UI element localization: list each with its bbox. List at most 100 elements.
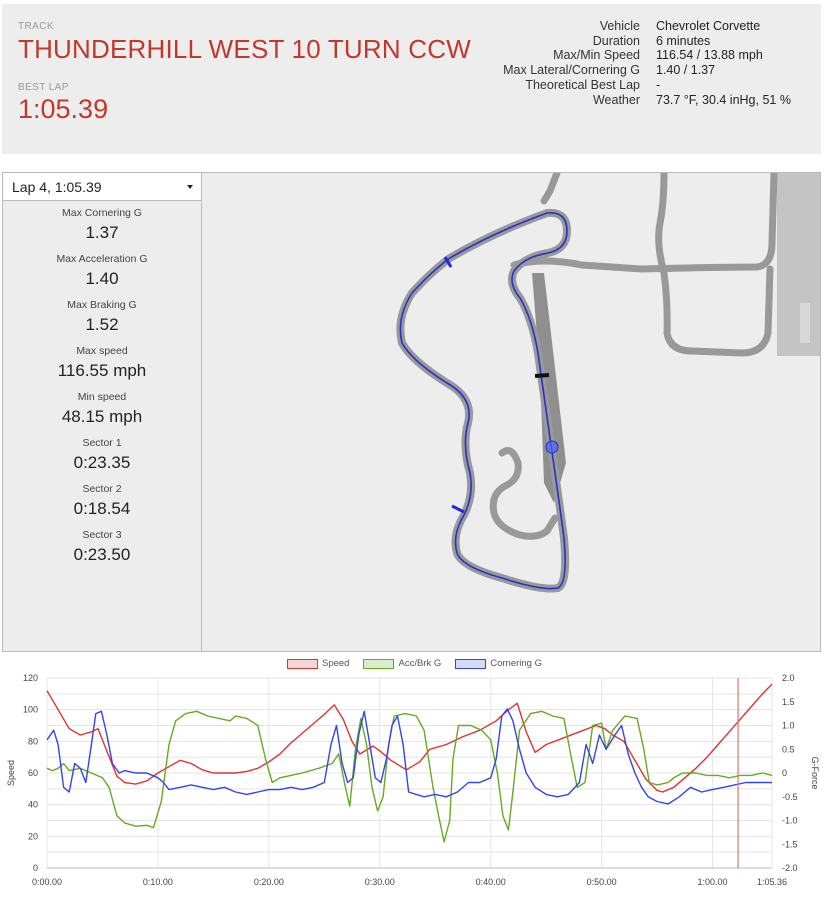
- stat-value: 1.52: [85, 315, 119, 334]
- stat-label: Sector 3: [82, 529, 122, 541]
- track-map-canvas[interactable]: [202, 173, 821, 652]
- series-line-cornering-g: [46, 708, 772, 805]
- stat-value: 116.55 mph: [57, 361, 147, 380]
- stat-max-braking: Max Braking G 1.52: [3, 297, 201, 343]
- y2-tick-label: -2.0: [782, 863, 798, 873]
- info-row-duration: Duration 6 minutes: [422, 34, 791, 49]
- stat-label: Max Braking G: [67, 299, 137, 311]
- lap-stats-panel: Lap 4, 1:05.39 Max Cornering G 1.37 Max A…: [2, 172, 202, 652]
- legend-swatch: [363, 658, 395, 669]
- track-section-east: [510, 173, 778, 273]
- info-row-theoretical: Theoretical Best Lap -: [422, 78, 791, 93]
- legend-swatch: [455, 658, 487, 669]
- stat-label: Max Acceleration G: [56, 253, 148, 265]
- info-key: Max/Min Speed: [553, 48, 640, 63]
- x-tick-label: 0:10.00: [143, 877, 173, 887]
- y2-tick-label: -0.5: [782, 792, 798, 802]
- stat-min-speed: Min speed 48.15 mph: [3, 389, 201, 435]
- sector-marker-icon: [443, 256, 453, 268]
- info-row-speed: Max/Min Speed 116.54 / 13.88 mph: [422, 48, 791, 63]
- y2-tick-label: 0.5: [782, 744, 795, 754]
- paddock-area: [777, 173, 820, 356]
- x-tick-label: 0:00.00: [32, 877, 62, 887]
- y-tick-label: 120: [23, 673, 38, 683]
- stat-sector-2: Sector 2 0:18.54: [3, 481, 201, 527]
- info-value: 116.54 / 13.88 mph: [656, 48, 763, 63]
- stat-value: 0:18.54: [73, 499, 131, 518]
- y-tick-label: 100: [23, 705, 38, 715]
- track-section-south-loop: [489, 447, 559, 540]
- paddock-building: [800, 303, 810, 343]
- stat-label: Sector 1: [82, 437, 122, 449]
- lap-select-dropdown[interactable]: Lap 4, 1:05.39: [3, 173, 201, 201]
- legend-swatch: [287, 658, 318, 669]
- x-tick-label: 1:05.36: [757, 877, 787, 887]
- info-value: Chevrolet Corvette: [656, 19, 761, 33]
- legend-label: Acc/Brk G: [398, 658, 442, 669]
- track-map[interactable]: [202, 172, 821, 652]
- info-key: Duration: [592, 33, 640, 48]
- stat-value: 0:23.35: [73, 453, 131, 472]
- y-tick-label: 0: [33, 863, 38, 873]
- car-position-icon[interactable]: [545, 440, 559, 454]
- stat-max-speed: Max speed 116.55 mph: [3, 343, 201, 389]
- stat-label: Max speed: [76, 345, 128, 357]
- legend-item-acc-brk[interactable]: Acc/Brk G: [363, 658, 441, 669]
- session-header: TRACK THUNDERHILL WEST 10 TURN CCW BEST …: [2, 4, 821, 154]
- stat-sector-3: Sector 3 0:23.50: [3, 527, 201, 573]
- stat-list: Max Cornering G 1.37 Max Acceleration G 1.…: [3, 205, 201, 573]
- stat-value: 1.40: [85, 269, 119, 288]
- x-tick-label: 0:50.00: [587, 877, 617, 887]
- telemetry-chart[interactable]: Speed Acc/Brk G Cornering G 0 20 40 60 80 100…: [0, 654, 829, 912]
- legend-item-speed[interactable]: Speed: [287, 658, 349, 669]
- y2-axis-label: G-Force: [810, 756, 820, 789]
- stat-label: Max Cornering G: [62, 207, 142, 219]
- best-lap-value: 1:05.39: [18, 94, 109, 124]
- y2-tick-label: 1.5: [782, 697, 795, 707]
- stat-label: Min speed: [77, 391, 127, 403]
- info-key: Vehicle: [599, 19, 640, 33]
- info-value: 73.7 °F, 30.4 inHg, 51 %: [656, 92, 791, 107]
- info-value: 1.40 / 1.37: [656, 63, 716, 78]
- x-tick-label: 1:00.00: [698, 877, 728, 887]
- info-value: -: [656, 77, 661, 92]
- info-row-weather: Weather 73.7 °F, 30.4 inHg, 51 %: [422, 93, 791, 108]
- info-row-vehicle: Vehicle Chevrolet Corvette: [422, 19, 791, 34]
- chart-legend: Speed Acc/Brk G Cornering G: [0, 658, 829, 669]
- track-label: TRACK: [18, 21, 54, 32]
- stat-label: Sector 2: [82, 483, 122, 495]
- stat-value: 1.37: [85, 223, 119, 242]
- stat-value: 48.15 mph: [61, 407, 143, 426]
- stat-max-cornering: Max Cornering G 1.37: [3, 205, 201, 251]
- info-key: Weather: [592, 92, 640, 107]
- info-key: Theoretical Best Lap: [525, 77, 640, 92]
- start-finish-marker-icon: [534, 373, 550, 378]
- x-tick-label: 0:20.00: [254, 877, 284, 887]
- y2-tick-label: 0: [782, 768, 787, 778]
- caret-down-icon: [187, 185, 193, 189]
- y2-tick-label: 1.0: [782, 721, 795, 731]
- sector-marker-icon: [451, 504, 465, 514]
- y2-tick-label: 2.0: [782, 673, 795, 683]
- x-tick-label: 0:40.00: [476, 877, 506, 887]
- stat-sector-1: Sector 1 0:23.35: [3, 435, 201, 481]
- track-name: THUNDERHILL WEST 10 TURN CCW: [18, 34, 471, 64]
- series-line-speed: [46, 683, 773, 793]
- y2-tick-label: -1.0: [782, 816, 798, 826]
- y-tick-label: 60: [28, 768, 38, 778]
- stat-max-acceleration: Max Acceleration G 1.40: [3, 251, 201, 297]
- y2-tick-label: -1.5: [782, 839, 798, 849]
- track-section-infield-east: [655, 173, 774, 357]
- stat-value: 0:23.50: [73, 545, 131, 564]
- info-key: Max Lateral/Cornering G: [503, 63, 640, 78]
- info-value: 6 minutes: [656, 33, 711, 48]
- best-lap-label: BEST LAP: [18, 82, 69, 93]
- chart-plot[interactable]: 0 20 40 60 80 100 120 2.0 1.5 1.0 0.5 0 -0.5 -1.0 -1.5…: [0, 654, 829, 912]
- legend-item-cornering[interactable]: Cornering G: [455, 658, 542, 669]
- lap-line: [399, 212, 568, 590]
- pit-building: [532, 273, 566, 503]
- legend-label: Speed: [322, 658, 350, 669]
- y-tick-label: 20: [28, 831, 38, 841]
- session-info: Vehicle Chevrolet Corvette Duration 6 minu…: [422, 19, 791, 107]
- y-tick-label: 40: [28, 800, 38, 810]
